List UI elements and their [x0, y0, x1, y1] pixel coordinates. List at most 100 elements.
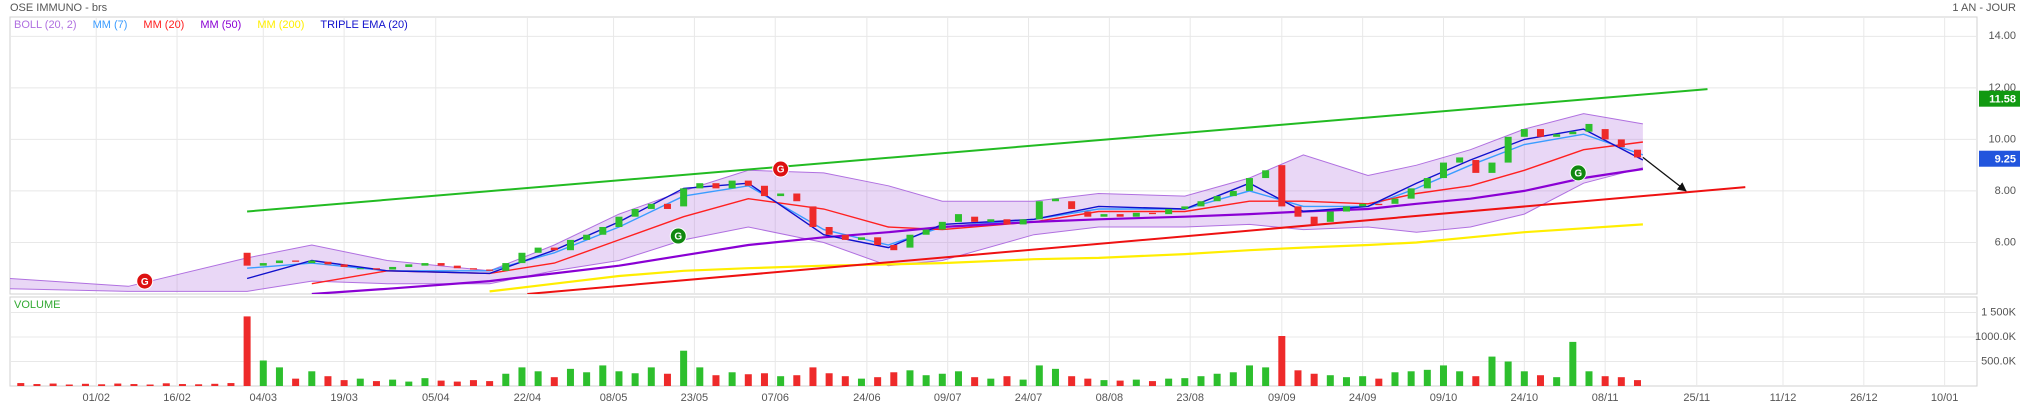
- volume-bar: [1003, 376, 1011, 386]
- candle: [389, 266, 397, 270]
- legend-entry: MM (200): [257, 19, 304, 31]
- volume-bar: [922, 375, 930, 386]
- volume-bar: [1213, 373, 1221, 386]
- volume-bar: [389, 379, 397, 386]
- x-tick-label: 24/10: [1511, 392, 1539, 404]
- candle: [1326, 211, 1334, 222]
- volume-bar: [1359, 376, 1367, 386]
- candle: [1197, 201, 1205, 207]
- indicator-line: [489, 223, 1643, 293]
- candle: [502, 263, 510, 271]
- x-tick-label: 08/08: [1096, 392, 1124, 404]
- indicator-line: [311, 167, 1644, 294]
- candle: [405, 264, 413, 267]
- trend-line: [527, 186, 1746, 294]
- candle: [1051, 198, 1059, 202]
- volume-bar: [728, 372, 736, 386]
- x-tick-label: 09/10: [1430, 392, 1458, 404]
- chart-title: OSE IMMUNO - brs: [10, 2, 108, 14]
- candle: [1068, 201, 1076, 209]
- candle: [1148, 212, 1156, 215]
- volume-bar: [1262, 367, 1270, 386]
- candle: [631, 208, 639, 217]
- volume-bar: [1569, 341, 1577, 386]
- candle: [421, 263, 429, 266]
- candle: [922, 229, 930, 235]
- volume-tick-label: 1000.0K: [1975, 331, 2017, 343]
- volume-bar: [98, 384, 106, 386]
- volume-bar: [874, 377, 882, 386]
- volume-bar: [1197, 376, 1205, 386]
- candle: [583, 234, 591, 240]
- candle: [1504, 136, 1512, 163]
- arrow: [1642, 156, 1687, 192]
- volume-bar: [1601, 376, 1609, 386]
- x-tick-label: 11/12: [1770, 392, 1797, 404]
- x-tick-label: 26/12: [1850, 392, 1878, 404]
- volume-bar: [1165, 378, 1173, 386]
- signal-label: G: [1574, 169, 1582, 180]
- x-tick-label: 24/09: [1349, 392, 1377, 404]
- candle: [259, 263, 267, 266]
- candle: [712, 183, 720, 189]
- candle: [1391, 198, 1399, 204]
- volume-bar: [1084, 378, 1092, 386]
- volume-bar: [1456, 371, 1464, 386]
- candle: [680, 188, 688, 207]
- volume-bar: [631, 373, 639, 386]
- volume-bar: [938, 373, 946, 386]
- volume-bar: [1229, 372, 1237, 386]
- candle: [1213, 196, 1221, 202]
- volume-bar: [1051, 368, 1059, 386]
- candle: [1601, 129, 1609, 140]
- candle: [356, 268, 364, 270]
- volume-bar: [841, 376, 849, 386]
- volume-bar: [599, 365, 607, 386]
- legend-entry: BOLL (20, 2): [14, 19, 77, 31]
- x-tick-label: 08/05: [600, 392, 628, 404]
- candle: [825, 227, 833, 235]
- volume-bar: [1633, 380, 1641, 386]
- candle: [1456, 157, 1464, 163]
- candle: [308, 260, 316, 264]
- volume-bar: [1439, 365, 1447, 386]
- x-tick-label: 22/04: [514, 392, 542, 404]
- candle: [777, 193, 785, 197]
- candle: [1617, 139, 1625, 148]
- candle: [340, 264, 348, 267]
- volume-bar: [906, 370, 914, 386]
- x-tick-label: 19/03: [330, 392, 358, 404]
- volume-bar: [954, 371, 962, 386]
- x-tick-label: 23/08: [1176, 392, 1204, 404]
- volume-bar: [890, 372, 898, 386]
- candle: [647, 203, 655, 209]
- candle: [1520, 129, 1528, 137]
- candle: [1165, 208, 1173, 215]
- volume-bar: [1504, 361, 1512, 386]
- candle: [518, 252, 526, 264]
- volume-bar: [437, 380, 445, 386]
- candle: [1294, 206, 1302, 217]
- candle: [728, 180, 736, 189]
- volume-bar: [65, 384, 73, 386]
- volume-bar: [259, 360, 267, 386]
- candle: [1035, 201, 1043, 220]
- candle: [809, 206, 817, 228]
- candle: [1245, 178, 1253, 191]
- candle: [486, 269, 494, 271]
- candle: [1407, 188, 1415, 199]
- volume-bar: [195, 384, 203, 386]
- candle: [938, 221, 946, 230]
- volume-bar: [663, 373, 671, 386]
- volume-bar: [777, 376, 785, 386]
- legend-entry: MM (50): [200, 19, 241, 31]
- y-tick-label: 10.00: [1988, 133, 2016, 145]
- volume-tick-label: 500.0K: [1981, 355, 2017, 367]
- candle: [1019, 219, 1027, 225]
- volume-bar: [1520, 371, 1528, 386]
- candle: [599, 227, 607, 235]
- candle: [857, 237, 865, 240]
- volume-bar: [1375, 378, 1383, 386]
- price-frame: [9, 16, 1978, 295]
- volume-bar: [1488, 356, 1496, 386]
